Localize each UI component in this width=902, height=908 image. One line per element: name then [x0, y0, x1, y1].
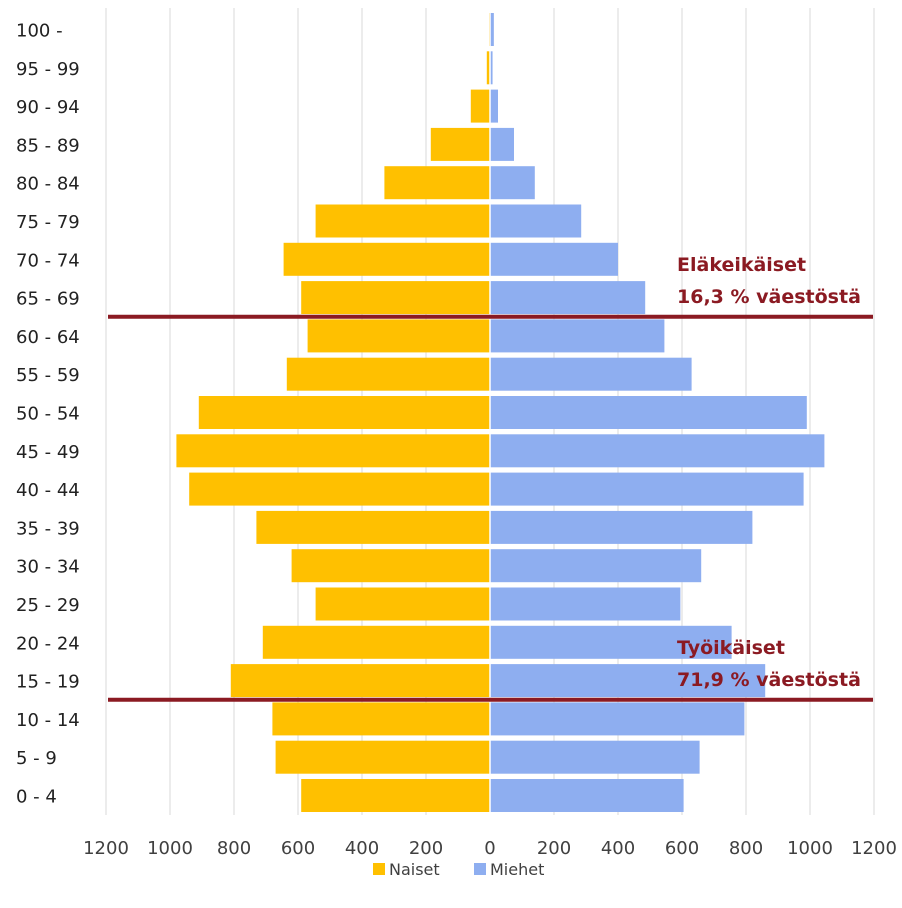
legend: Naiset Miehet: [373, 860, 544, 879]
bar-naiset: [384, 166, 490, 200]
category-label: 45 - 49: [16, 442, 80, 463]
bar-miehet: [490, 204, 582, 238]
category-label: 80 - 84: [16, 174, 80, 195]
bar-naiset: [283, 242, 490, 276]
category-label: 0 - 4: [16, 787, 57, 808]
bar-miehet: [490, 740, 700, 774]
category-label: 50 - 54: [16, 404, 80, 425]
bar-miehet: [490, 779, 684, 812]
x-tick-label: 800: [217, 838, 251, 859]
category-label: 5 - 9: [16, 748, 57, 769]
category-labels: 0 - 4 5 - 9 10 - 14 15 - 19 20 - 24 25 - 29 30…: [16, 21, 80, 808]
bar-miehet: [490, 396, 807, 429]
legend-label-miehet: Miehet: [490, 860, 544, 879]
annotation-label: 71,9 % väestöstä: [677, 669, 861, 691]
bar-naiset: [230, 664, 491, 698]
annotations: Eläkeikäiset 16,3 % väestöstä Työikäiset 71…: [108, 254, 873, 702]
bar-naiset: [262, 625, 490, 659]
bar-miehet: [490, 319, 665, 353]
bar-naiset: [275, 740, 490, 774]
bar-naiset: [307, 319, 490, 353]
category-label: 70 - 74: [16, 250, 80, 271]
bar-naiset: [430, 127, 490, 161]
x-tick-label: 400: [345, 838, 379, 859]
bar-naiset: [176, 434, 490, 468]
bar-miehet: [490, 166, 535, 200]
bar-miehet: [490, 587, 681, 621]
x-tick-label: 0: [484, 838, 495, 859]
bar-naiset: [198, 396, 491, 429]
x-tick-label: 600: [665, 838, 699, 859]
annotation-label: Eläkeikäiset: [677, 254, 806, 276]
category-label: 100 -: [16, 21, 63, 42]
x-tick-label: 400: [601, 838, 635, 859]
x-tick-label: 1200: [83, 838, 129, 859]
category-label: 65 - 69: [16, 289, 80, 310]
bar-miehet: [490, 625, 732, 659]
bar-naiset: [272, 702, 490, 736]
bar-miehet: [490, 127, 514, 161]
x-tick-label: 1000: [787, 838, 833, 859]
x-tick-label: 200: [409, 838, 443, 859]
category-label: 35 - 39: [16, 518, 80, 539]
bar-naiset: [286, 357, 490, 391]
legend-swatch-naiset: [373, 863, 385, 875]
category-label: 90 - 94: [16, 97, 80, 118]
bar-naiset: [301, 281, 490, 315]
annotation-label: 16,3 % väestöstä: [677, 286, 861, 308]
category-label: 10 - 14: [16, 710, 80, 731]
x-tick-label: 800: [729, 838, 763, 859]
bar-miehet: [490, 281, 646, 315]
category-label: 60 - 64: [16, 327, 80, 348]
bar-naiset: [301, 779, 490, 812]
bar-miehet: [490, 664, 766, 698]
bar-miehet: [490, 702, 745, 736]
bar-naiset: [315, 587, 490, 621]
category-label: 15 - 19: [16, 672, 80, 693]
bars: [176, 8, 825, 815]
category-label: 25 - 29: [16, 595, 80, 616]
bar-naiset: [486, 51, 490, 85]
category-label: 85 - 89: [16, 135, 80, 156]
bar-miehet: [490, 434, 825, 468]
category-label: 40 - 44: [16, 480, 80, 501]
category-label: 20 - 24: [16, 633, 80, 654]
legend-swatch-miehet: [474, 863, 486, 875]
category-label: 30 - 34: [16, 557, 80, 578]
bar-naiset: [315, 204, 490, 238]
category-label: 55 - 59: [16, 365, 80, 386]
bar-miehet: [490, 472, 804, 506]
category-label: 95 - 99: [16, 59, 80, 80]
bar-naiset: [291, 549, 490, 583]
legend-label-naiset: Naiset: [389, 860, 440, 879]
x-tick-label: 600: [281, 838, 315, 859]
bar-miehet: [490, 89, 498, 123]
bar-naiset: [189, 472, 490, 506]
bar-miehet: [490, 357, 692, 391]
x-tick-labels: 1200 1000 800 600 400 200 0 200 400 600 800 1000 120…: [83, 838, 897, 859]
annotation-label: Työikäiset: [677, 637, 785, 659]
x-tick-label: 200: [537, 838, 571, 859]
x-tick-label: 1200: [851, 838, 897, 859]
category-label: 75 - 79: [16, 212, 80, 233]
bar-naiset: [256, 510, 490, 544]
bar-miehet: [490, 51, 493, 85]
bar-miehet: [490, 510, 753, 544]
bar-naiset: [470, 89, 490, 123]
x-tick-label: 1000: [147, 838, 193, 859]
bar-miehet: [490, 13, 494, 46]
bar-miehet: [490, 549, 702, 583]
bar-miehet: [490, 242, 618, 276]
